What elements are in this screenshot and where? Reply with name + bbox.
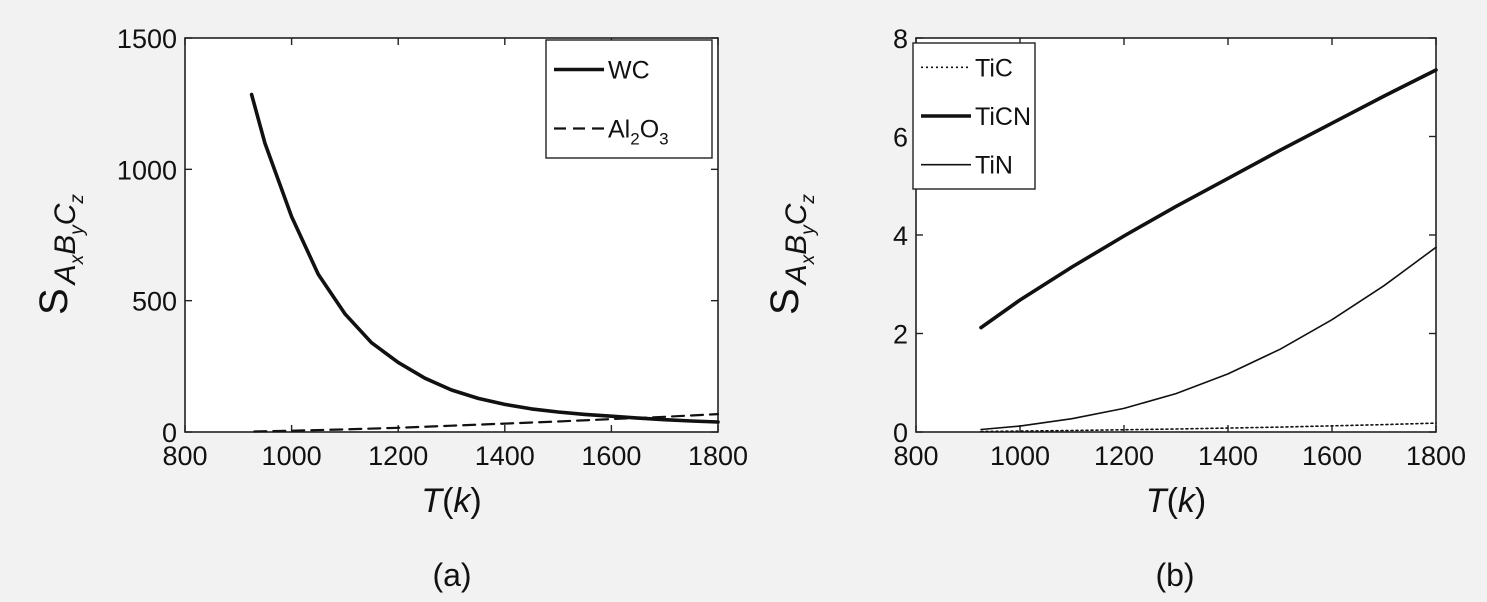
x-tick-label: 1600 (581, 441, 641, 471)
legend-entry: TiC (975, 54, 1013, 82)
series-line-ticn (979, 68, 1438, 330)
legend-entry: TiCN (975, 103, 1031, 131)
legend: TiC TiCN TiN (912, 42, 1036, 190)
y-tick-label: 6 (893, 123, 908, 153)
series-line-series-1 (253, 413, 720, 433)
x-tick-label: 1800 (1406, 441, 1466, 471)
y-tick-label: 4 (893, 221, 908, 251)
y-tick-label: 8 (893, 24, 908, 54)
legend-entry: Al2O3 (608, 116, 669, 149)
series-line-tin (980, 246, 1437, 431)
legend-entry: WC (608, 57, 650, 85)
y-axis-label: SAxByCz (32, 194, 88, 315)
x-tick-label: 1200 (368, 441, 428, 471)
legend: WC Al2O3 (545, 39, 713, 159)
x-tick-label: 1600 (1302, 441, 1362, 471)
x-tick-label: 1400 (1198, 441, 1258, 471)
y-tick-label: 0 (893, 418, 908, 448)
x-tick-label: 800 (893, 441, 938, 471)
y-tick-label: 2 (893, 320, 908, 350)
series-line-tic (980, 422, 1437, 433)
x-axis-label: T(k) (421, 482, 481, 520)
y-axis-label: SAxByCz (763, 194, 819, 315)
y-tick-label: 1500 (117, 24, 177, 54)
x-axis-label: T(k) (1146, 482, 1206, 520)
y-tick-label: 500 (132, 287, 177, 317)
x-tick-label: 800 (162, 441, 207, 471)
chart-panel-a: 800 1000 1200 1400 1600 1800 0 500 1000 1500 WC Al2… (32, 24, 748, 593)
x-tick-label: 1800 (688, 441, 748, 471)
x-tick-label: 1400 (475, 441, 535, 471)
panel-label: (b) (1155, 557, 1194, 593)
legend-entry: TiN (975, 152, 1013, 180)
y-tick-label: 0 (162, 418, 177, 448)
chart-panel-b: 800 1000 1200 1400 1600 1800 0 2 4 6 8 TiC TiCN TiN T(… (763, 24, 1466, 593)
x-tick-label: 1200 (1094, 441, 1154, 471)
panel-label: (a) (432, 557, 471, 593)
y-tick-label: 1000 (117, 155, 177, 185)
x-tick-label: 1000 (990, 441, 1050, 471)
x-tick-label: 1000 (262, 441, 322, 471)
legend-box (545, 39, 713, 159)
